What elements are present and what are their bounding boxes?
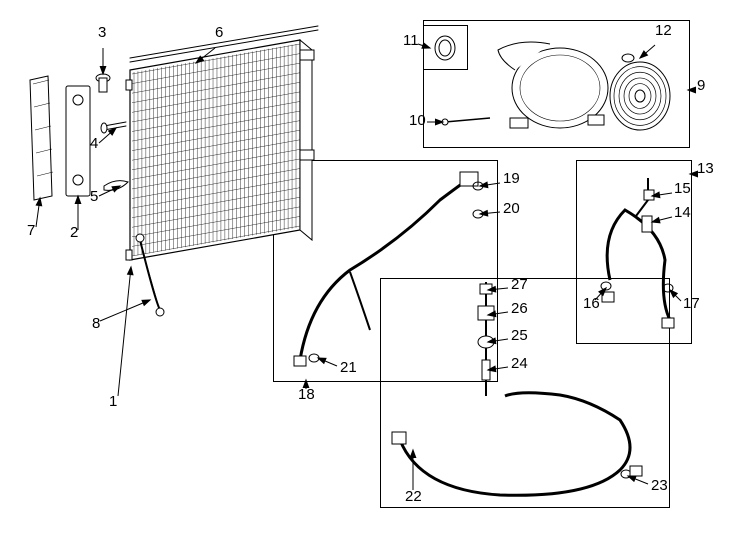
callout-16: 16 — [583, 295, 600, 312]
callout-18: 18 — [298, 386, 315, 403]
rear-ac-hose — [294, 172, 483, 366]
callout-19: 19 — [503, 170, 520, 187]
callout-21: 21 — [340, 359, 357, 376]
callout-11: 11 — [403, 32, 419, 49]
callout-26: 26 — [511, 300, 528, 317]
callout-22: 22 — [405, 488, 422, 505]
callout-2: 2 — [70, 224, 78, 241]
callout-27: 27 — [511, 276, 528, 293]
callout-14: 14 — [674, 204, 691, 221]
callout-5: 5 — [90, 188, 98, 205]
callout-24: 24 — [511, 355, 528, 372]
callout-20: 20 — [503, 200, 520, 217]
callout-6: 6 — [215, 24, 223, 41]
callout-23: 23 — [651, 477, 668, 494]
callout-12: 12 — [655, 22, 672, 39]
callout-8: 8 — [92, 315, 100, 332]
callout-17: 17 — [683, 295, 700, 312]
callout-4: 4 — [90, 135, 98, 152]
callout-10: 10 — [409, 112, 426, 129]
suction-hose — [601, 178, 674, 328]
callout-13: 13 — [697, 160, 714, 177]
callout-1: 1 — [109, 393, 117, 410]
condenser — [126, 40, 314, 260]
parts-drawing — [0, 0, 734, 540]
callout-9: 9 — [697, 77, 705, 94]
callout-7: 7 — [27, 222, 35, 239]
callout-3: 3 — [98, 24, 106, 41]
callout-15: 15 — [674, 180, 691, 197]
callout-25: 25 — [511, 327, 528, 344]
